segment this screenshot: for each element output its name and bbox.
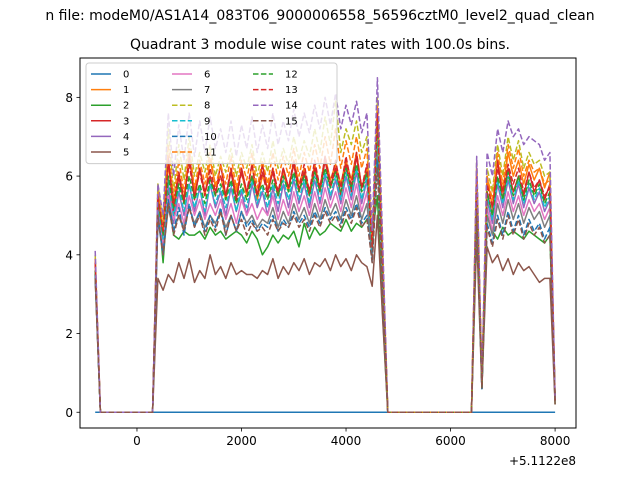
y-tick-label: 6 (65, 170, 73, 184)
legend-label-14: 14 (285, 101, 298, 112)
chart-title-line-2: Quadrant 3 module wise count rates with … (130, 37, 510, 53)
legend-label-8: 8 (204, 101, 210, 112)
legend-label-10: 10 (204, 132, 217, 143)
plot-area-frame (79, 57, 577, 429)
legend-label-2: 2 (123, 101, 129, 112)
legend-label-15: 15 (285, 116, 298, 127)
y-tick-label: 8 (65, 91, 73, 105)
y-tick-label: 2 (65, 327, 73, 341)
legend-label-7: 7 (204, 85, 210, 96)
legend-label-12: 12 (285, 70, 298, 81)
x-tick-label: 8000 (540, 434, 571, 448)
legend-label-9: 9 (204, 116, 210, 127)
legend-label-4: 4 (123, 132, 129, 143)
chart-title-line-1: n file: modeM0/AS1A14_083T06_9000006558_… (45, 8, 594, 24)
x-tick-label: 4000 (331, 434, 362, 448)
legend-label-3: 3 (123, 116, 129, 127)
x-tick-label: 2000 (226, 434, 257, 448)
x-axis: 0 2000 4000 6000 8000 (133, 428, 570, 448)
y-axis: 0 2 4 6 8 (65, 91, 80, 420)
legend-label-1: 1 (123, 85, 129, 96)
x-tick-label: 6000 (435, 434, 466, 448)
legend-box (85, 62, 338, 165)
legend-label-13: 13 (285, 85, 298, 96)
series-line-15 (94, 167, 556, 414)
y-tick-label: 4 (65, 248, 73, 262)
x-tick-label: 0 (133, 434, 141, 448)
x-axis-offset-label: +5.1122e8 (509, 454, 576, 468)
legend-label-5: 5 (123, 148, 129, 159)
legend-label-6: 6 (204, 70, 210, 81)
legend-label-11: 11 (204, 148, 217, 159)
legend-label-0: 0 (123, 70, 129, 81)
y-tick-label: 0 (65, 406, 73, 420)
series-line-10 (94, 159, 556, 414)
